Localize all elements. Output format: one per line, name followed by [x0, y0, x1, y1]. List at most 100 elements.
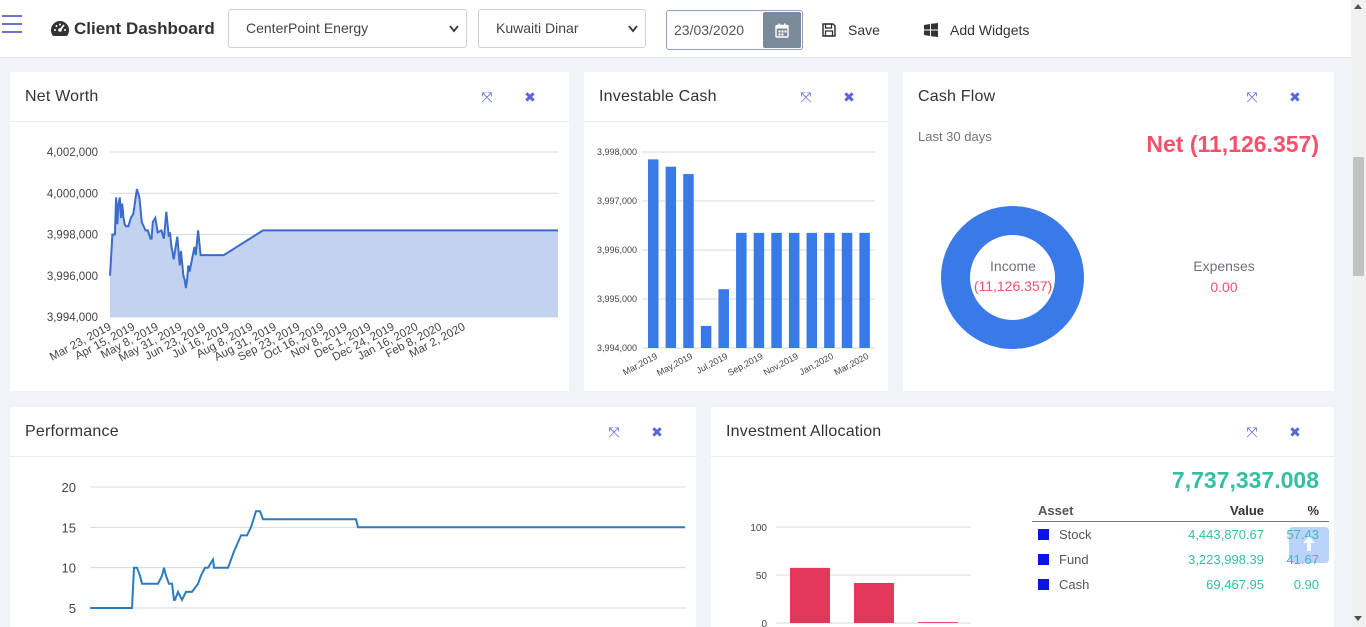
page-title-text: Client Dashboard [74, 19, 215, 38]
top-bar: Client Dashboard CenterPoint Energy Kuwa… [0, 0, 1351, 58]
asset-name: Cash [1059, 577, 1090, 592]
close-icon[interactable]: ✖ [524, 89, 536, 105]
performance-chart: 20 15 10 5 [62, 480, 686, 616]
x-tick-label: May,2019 [655, 351, 694, 378]
expand-icon[interactable]: ⤧ [1246, 424, 1258, 440]
bar [841, 232, 853, 348]
asset-value: 3,223,998.39 [1188, 552, 1264, 567]
y-tick-label: 3,997,000 [597, 196, 637, 206]
arrow-up-icon [1303, 536, 1315, 551]
scroll-up-arrow[interactable] [1354, 4, 1362, 9]
bar [918, 622, 958, 623]
asset-value: 4,443,870.67 [1188, 527, 1264, 542]
bar [790, 567, 830, 623]
scrollbar-thumb[interactable] [1353, 157, 1364, 276]
allocation-chart: 100 50 0 [750, 523, 971, 627]
bar [648, 159, 659, 348]
y-tick-label: 15 [62, 520, 76, 535]
cash-flow-donut [941, 206, 1084, 349]
legend-swatch [1038, 579, 1049, 590]
y-tick-label: 100 [750, 523, 767, 534]
expand-icon[interactable]: ⤧ [608, 424, 620, 440]
bar [806, 232, 818, 348]
table-row: Cash 69,467.95 0.90 [1032, 572, 1329, 597]
table-row: Fund 3,223,998.39 41.67 [1032, 547, 1329, 572]
close-icon[interactable]: ✖ [1289, 89, 1301, 105]
bar [859, 232, 870, 348]
card-header: Investment Allocation ⤧ ✖ [711, 407, 1334, 457]
legend-swatch [1038, 554, 1049, 565]
scroll-to-top-button[interactable] [1289, 527, 1329, 563]
close-icon[interactable]: ✖ [651, 424, 663, 440]
income-slice [941, 206, 1084, 349]
expand-icon[interactable]: ⤧ [481, 89, 493, 105]
expand-icon[interactable]: ⤧ [1246, 89, 1258, 105]
card-title: Performance [25, 423, 119, 440]
expenses-label: Expenses [1193, 258, 1255, 274]
performance-line [90, 510, 685, 609]
y-tick-label: 3,996,000 [47, 271, 98, 283]
y-tick-label: 50 [756, 571, 768, 582]
save-button[interactable]: Save [822, 22, 880, 38]
card-header: Net Worth ⤧ ✖ [10, 72, 569, 122]
asset-pct: 41.67 [1286, 552, 1319, 567]
bar [718, 289, 729, 348]
x-tick-label: Jul,2019 [695, 351, 730, 376]
performance-card: Performance ⤧ ✖ 20 15 10 5 [10, 407, 696, 627]
floppy-disk-icon [822, 23, 836, 37]
client-select[interactable]: CenterPoint Energy [228, 9, 467, 48]
bar [753, 232, 765, 348]
expand-icon[interactable]: ⤧ [800, 89, 812, 105]
client-select-value: CenterPoint Energy [246, 20, 369, 36]
x-tick-label: Jan,2020 [798, 351, 835, 377]
y-tick-label: 3,998,000 [597, 147, 637, 157]
menu-icon[interactable] [2, 15, 22, 35]
bar [736, 232, 747, 348]
bar [824, 232, 835, 348]
asset-name: Stock [1059, 527, 1092, 542]
investable-cash-card: Investable Cash ⤧ ✖ 3,998,000 3,997,000 3,… [584, 72, 888, 391]
x-tick-label: Sep,2019 [726, 351, 765, 378]
net-worth-area [110, 189, 558, 317]
income-label: Income [990, 258, 1036, 274]
net-worth-card: Net Worth ⤧ ✖ 4,002,000 4,000,000 3,998,00… [10, 72, 569, 391]
save-label: Save [848, 22, 880, 38]
bar [700, 325, 712, 348]
y-tick-label: 5 [69, 601, 76, 616]
currency-select[interactable]: Kuwaiti Dinar [478, 9, 646, 48]
pct-header: % [1307, 503, 1319, 518]
y-tick-label: 3,996,000 [597, 245, 637, 255]
bar [771, 232, 782, 348]
y-tick-label: 10 [62, 561, 76, 576]
scroll-down-arrow[interactable] [1354, 616, 1362, 621]
calendar-button[interactable] [763, 12, 801, 48]
allocation-total: 7,737,337.008 [1171, 467, 1319, 493]
date-input[interactable]: 23/03/2020 [674, 22, 745, 38]
page-title: Client Dashboard [50, 19, 215, 39]
value-header: Value [1230, 503, 1264, 518]
page-scrollbar[interactable] [1351, 0, 1366, 627]
table-header: Asset Value % [1032, 500, 1329, 522]
y-tick-label: 4,002,000 [47, 147, 98, 159]
dashboard-icon [50, 21, 70, 36]
date-picker[interactable]: 23/03/2020 [666, 10, 803, 50]
table-row: Stock 4,443,870.67 57.43 [1032, 522, 1329, 547]
y-tick-label: 3,995,000 [597, 294, 637, 304]
chevron-down-icon [449, 25, 459, 33]
card-title: Cash Flow [918, 88, 996, 105]
add-widgets-button[interactable]: Add Widgets [924, 22, 1029, 38]
y-tick-label: 20 [62, 480, 76, 495]
card-header: Cash Flow ⤧ ✖ [903, 72, 1334, 122]
card-title: Investable Cash [599, 88, 717, 105]
x-tick-label: Mar,2019 [621, 351, 659, 377]
close-icon[interactable]: ✖ [843, 89, 855, 105]
add-widgets-label: Add Widgets [950, 22, 1030, 38]
close-icon[interactable]: ✖ [1289, 424, 1301, 440]
y-tick-label: 0 [761, 619, 767, 627]
bar [854, 582, 894, 623]
chevron-down-icon [628, 25, 638, 33]
expenses-value: 0.00 [1210, 279, 1238, 295]
bar [788, 232, 800, 348]
allocation-table: Asset Value % Stock 4,443,870.67 57.43 F… [1032, 500, 1329, 597]
investment-allocation-card: Investment Allocation ⤧ ✖ 7,737,337.008 … [711, 407, 1334, 627]
